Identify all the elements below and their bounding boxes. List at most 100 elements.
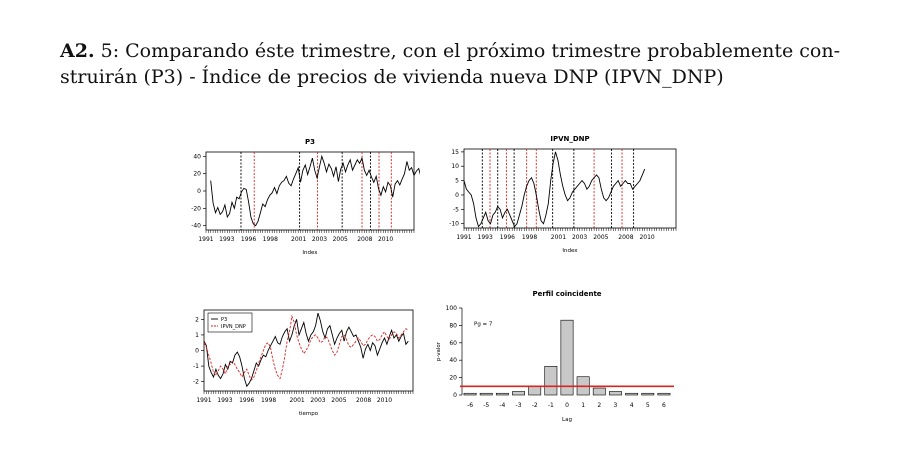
y-tick-label: 0: [197, 188, 201, 195]
bar: [560, 319, 574, 396]
plot-frame: [463, 148, 677, 229]
y-tick-label: 0: [453, 392, 457, 399]
x-tick-label: 2010: [377, 397, 392, 404]
x-tick-label: 2003: [572, 234, 587, 241]
plot-frame: [205, 151, 415, 231]
bar: [479, 392, 493, 396]
x-tick-label: 2010: [378, 236, 393, 243]
x-axis-label: Index: [562, 248, 578, 254]
x-tick-label: 0: [565, 402, 569, 409]
chart-p3: P3 -40 -20 0 20 40 1991 1993 1996 1998 2001 2003 200…: [191, 138, 420, 256]
x-tick-label: 2005: [331, 397, 346, 404]
y-tick-label: -1: [193, 363, 199, 370]
x-tick-label: 1993: [478, 234, 493, 241]
x-tick-label: 1998: [522, 234, 537, 241]
y-tick-label: 0: [195, 348, 199, 355]
x-tick-label: 1996: [239, 397, 254, 404]
x-tick-label: 2005: [593, 234, 608, 241]
x-tick-label: 2008: [357, 236, 372, 243]
x-tick-label: 1998: [263, 236, 278, 243]
bar: [641, 392, 655, 396]
x-tick-label: -3: [516, 402, 522, 409]
bar: [544, 365, 558, 396]
x-tick-label: -4: [499, 402, 505, 409]
x-tick-label: 1996: [241, 236, 256, 243]
series-line-0: [210, 154, 420, 227]
y-tick-label: 40: [449, 357, 457, 364]
x-tick-label: 1991: [198, 236, 213, 243]
y-tick-label: -40: [191, 223, 201, 230]
chart-title: Perfil coincidente: [532, 290, 601, 298]
series-line-p3: [203, 312, 409, 388]
y-tick-label: 2: [195, 316, 199, 323]
y-tick-label: 20: [193, 171, 201, 178]
x-tick-label: 6: [662, 402, 666, 409]
x-tick-label: 2001: [291, 236, 306, 243]
y-axis-label: p-valor: [436, 341, 442, 361]
chart-comparison-tiempo: -2 -1 0 1 2 1991 1993 1996 1998 2001 2003 2005 2008 2…: [193, 309, 414, 417]
bar: [528, 386, 542, 396]
bar: [592, 387, 606, 396]
page-heading: A2. 5: Comparando éste trimestre, con el…: [60, 38, 860, 90]
x-tick-label: 1: [581, 402, 585, 409]
y-tick-label: 1: [195, 332, 199, 339]
x-tick-label: 2003: [312, 236, 327, 243]
y-tick-label: 5: [455, 178, 459, 185]
legend-label: IPVN_DNP: [221, 324, 246, 330]
bar: [512, 391, 525, 396]
x-tick-label: 2008: [356, 397, 371, 404]
x-tick-label: 1993: [219, 236, 234, 243]
bar: [657, 392, 671, 396]
series-line-ipvn-dnp: [203, 314, 409, 381]
x-tick-label: 1993: [217, 397, 232, 404]
y-tick-label: -5: [453, 206, 459, 213]
y-tick-label: 10: [451, 163, 459, 170]
y-tick-label: 60: [449, 340, 457, 347]
chart-title: IPVN_DNP: [550, 135, 589, 143]
x-tick-label: 3: [614, 402, 618, 409]
y-tick-label: 80: [449, 322, 457, 329]
x-tick-label: 2005: [333, 236, 348, 243]
heading-text: 5: Comparando éste trimestre, con el pró…: [94, 40, 840, 62]
x-tick-label: 5: [646, 402, 650, 409]
x-tick-label: 1998: [261, 397, 276, 404]
y-tick-label: 100: [446, 305, 458, 312]
chart-title: P3: [305, 138, 315, 146]
y-tick-label: -20: [191, 205, 201, 212]
x-tick-label: 1991: [196, 397, 211, 404]
y-tick-label: -2: [193, 379, 199, 386]
x-tick-label: 2010: [639, 234, 654, 241]
y-tick-label: 40: [193, 153, 201, 160]
y-tick-label: -10: [449, 221, 459, 228]
series-line-0: [463, 151, 646, 228]
bar: [609, 391, 622, 396]
y-tick-label: 15: [451, 149, 459, 156]
x-tick-label: 2003: [310, 397, 325, 404]
x-axis-label: tiempo: [299, 411, 319, 417]
x-tick-label: -2: [532, 402, 538, 409]
bar: [463, 392, 477, 396]
x-tick-label: 4: [630, 402, 634, 409]
x-tick-label: 2001: [551, 234, 566, 241]
x-axis-label: Lag: [562, 417, 572, 423]
chart-ipvn-dnp: IPVN_DNP -10 -5 0 5 10 15 1991 1993 1996 1998 2001 2…: [449, 135, 677, 254]
x-tick-label: -1: [548, 402, 554, 409]
x-tick-label: 2008: [618, 234, 633, 241]
x-tick-label: 1996: [500, 234, 515, 241]
x-tick-label: 2: [597, 402, 601, 409]
x-axis-label: Index: [302, 250, 318, 256]
y-tick-label: 0: [455, 192, 459, 199]
heading-number: A2.: [60, 40, 95, 62]
bar: [495, 392, 509, 396]
x-tick-label: -6: [467, 402, 473, 409]
legend-box: [207, 312, 253, 333]
legend-label: P3: [221, 317, 227, 323]
x-tick-label: -5: [483, 402, 489, 409]
chart-perfil-coincidente: Perfil coincidente020406080100p-valor-6-…: [436, 290, 674, 423]
bar: [625, 392, 639, 396]
y-tick-label: 20: [449, 375, 457, 382]
annotation-pg: Pg = 7: [474, 321, 493, 327]
x-tick-label: 2001: [289, 397, 304, 404]
x-tick-label: 1991: [456, 234, 471, 241]
heading-text-line2: struirán (P3) - Índice de precios de viv…: [60, 66, 724, 88]
